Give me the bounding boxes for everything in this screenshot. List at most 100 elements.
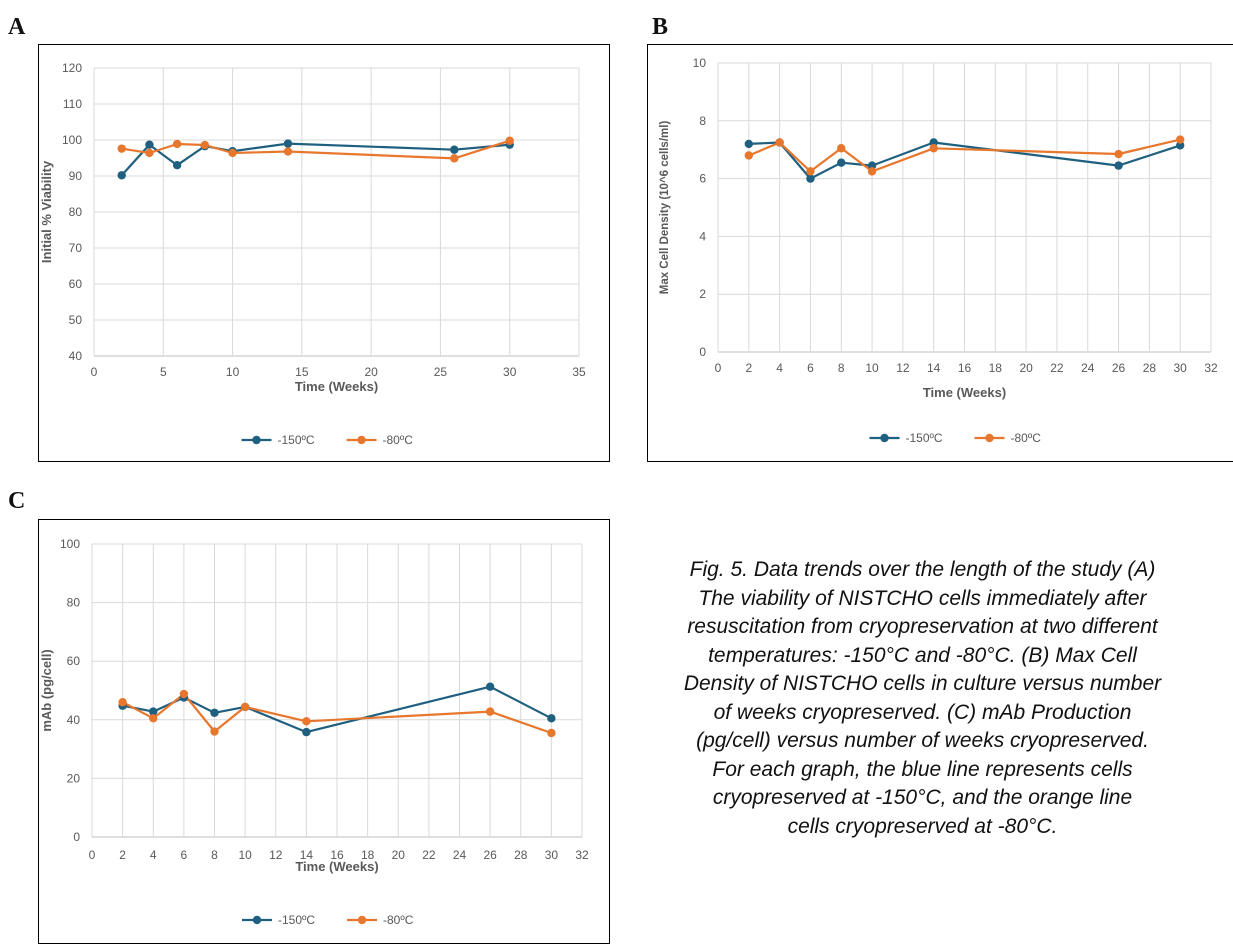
legend-marker bbox=[252, 915, 262, 925]
legend-marker bbox=[252, 435, 261, 445]
y-tick-label: 40 bbox=[67, 713, 81, 727]
data-point bbox=[837, 158, 846, 167]
data-point bbox=[837, 144, 846, 153]
chart-panel-a: 40 50 60 70 80 90 100 110 120 0 5 10 15 20 25 30 35 Time … bbox=[38, 44, 610, 462]
y-tick-label: 80 bbox=[67, 596, 81, 610]
data-point bbox=[149, 714, 158, 723]
panel-letter-c: C bbox=[8, 488, 26, 514]
x-tick-label: 2 bbox=[745, 361, 752, 375]
caption-line: cryopreserved at -150°C, and the orange … bbox=[712, 786, 1133, 809]
y-tick-label: 0 bbox=[699, 345, 706, 359]
x-tick-label: 32 bbox=[575, 848, 589, 862]
caption-line: temperatures: -150°C and -80°C. (B) Max … bbox=[708, 643, 1137, 667]
y-tick-label: 60 bbox=[67, 654, 81, 668]
data-point bbox=[929, 138, 938, 147]
y-tick-label: 80 bbox=[69, 205, 83, 219]
data-point bbox=[240, 702, 250, 712]
y-tick-label: 90 bbox=[69, 169, 83, 183]
x-axis-title: Time (Weeks) bbox=[923, 385, 1006, 400]
data-point bbox=[547, 714, 556, 723]
x-tick-label: 5 bbox=[160, 365, 167, 379]
data-point bbox=[302, 727, 311, 737]
y-tick-label: 20 bbox=[67, 771, 81, 785]
x-tick-label: 8 bbox=[211, 848, 218, 862]
x-tick-label: 30 bbox=[1174, 361, 1188, 375]
x-tick-label: 18 bbox=[989, 361, 1003, 375]
data-point bbox=[744, 151, 754, 160]
caption-line: cells cryopreserved at -80°C. bbox=[787, 814, 1058, 838]
caption-line: (pg/cell) versus number of weeks cryopre… bbox=[696, 729, 1149, 752]
y-tick-label: 40 bbox=[69, 349, 83, 363]
x-tick-label: 8 bbox=[838, 361, 845, 375]
series-line bbox=[122, 685, 552, 734]
legend-label: -80ºC bbox=[383, 913, 414, 927]
panel-letter-a: A bbox=[8, 14, 26, 40]
data-point bbox=[118, 698, 127, 707]
series-line bbox=[122, 692, 552, 735]
x-tick-label: 35 bbox=[572, 365, 586, 379]
legend-marker bbox=[985, 433, 994, 443]
data-point bbox=[867, 161, 877, 170]
x-tick-label: 0 bbox=[91, 365, 98, 379]
x-tick-label: 28 bbox=[514, 848, 528, 862]
y-tick-label: 8 bbox=[699, 114, 706, 128]
y-tick-label: 120 bbox=[62, 61, 82, 75]
x-tick-label: 12 bbox=[269, 848, 283, 862]
x-tick-label: 24 bbox=[453, 848, 467, 862]
data-point bbox=[210, 708, 219, 717]
x-tick-label: 22 bbox=[1050, 361, 1064, 375]
x-tick-label: 6 bbox=[181, 848, 188, 862]
figure-caption: Fig. 5. Data trends over the length of t… bbox=[612, 556, 1233, 841]
data-point bbox=[450, 154, 459, 163]
x-axis-title: Time (Weeks) bbox=[295, 859, 378, 874]
y-tick-label: 6 bbox=[699, 172, 706, 186]
data-point bbox=[485, 707, 495, 716]
x-tick-label: 14 bbox=[927, 361, 941, 375]
data-point bbox=[145, 140, 154, 149]
y-tick-label: 50 bbox=[69, 313, 83, 327]
x-tick-label: 22 bbox=[422, 848, 436, 862]
x-tick-label: 26 bbox=[1112, 361, 1126, 375]
series-line bbox=[748, 138, 1181, 173]
data-point bbox=[1175, 135, 1185, 144]
legend-label: -150ºC bbox=[906, 431, 943, 445]
x-tick-label: 30 bbox=[545, 848, 559, 862]
x-tick-label: 32 bbox=[1204, 361, 1218, 375]
y-tick-label: 100 bbox=[60, 537, 80, 551]
panel-letter-b: B bbox=[652, 14, 669, 40]
data-point bbox=[775, 138, 784, 147]
y-tick-label: 2 bbox=[699, 287, 706, 301]
legend: -150ºC -80ºC bbox=[869, 431, 1041, 445]
data-point bbox=[744, 139, 754, 149]
data-point bbox=[283, 139, 293, 148]
caption-line: resuscitation from cryopreservation at t… bbox=[687, 615, 1158, 638]
legend: -150ºC -80ºC bbox=[241, 433, 413, 447]
data-point bbox=[505, 136, 514, 145]
legend: -150ºC -80ºC bbox=[242, 913, 414, 927]
data-point bbox=[145, 148, 154, 158]
legend-label: -150ºC bbox=[278, 433, 315, 447]
caption-line: of weeks cryopreserved. (C) mAb Producti… bbox=[713, 700, 1132, 724]
x-tick-label: 14 bbox=[300, 848, 314, 862]
x-tick-label: 28 bbox=[1143, 361, 1157, 375]
data-point bbox=[117, 144, 126, 153]
data-point bbox=[867, 167, 877, 176]
y-tick-label: 110 bbox=[63, 97, 82, 111]
x-tick-label: 20 bbox=[1019, 361, 1033, 375]
data-point bbox=[302, 717, 311, 726]
gridlines bbox=[91, 543, 583, 838]
data-point bbox=[149, 707, 158, 716]
x-tick-label: 12 bbox=[896, 361, 910, 375]
x-tick-label: 4 bbox=[776, 361, 783, 375]
x-tick-label: 16 bbox=[330, 848, 344, 862]
data-point bbox=[179, 689, 189, 699]
data-point bbox=[172, 139, 182, 149]
x-tick-label: 2 bbox=[119, 848, 126, 862]
legend-label: -150ºC bbox=[278, 913, 315, 927]
y-tick-label: 100 bbox=[62, 133, 82, 147]
data-point bbox=[1114, 161, 1123, 170]
series-line bbox=[121, 139, 511, 160]
x-tick-label: 10 bbox=[226, 365, 240, 379]
